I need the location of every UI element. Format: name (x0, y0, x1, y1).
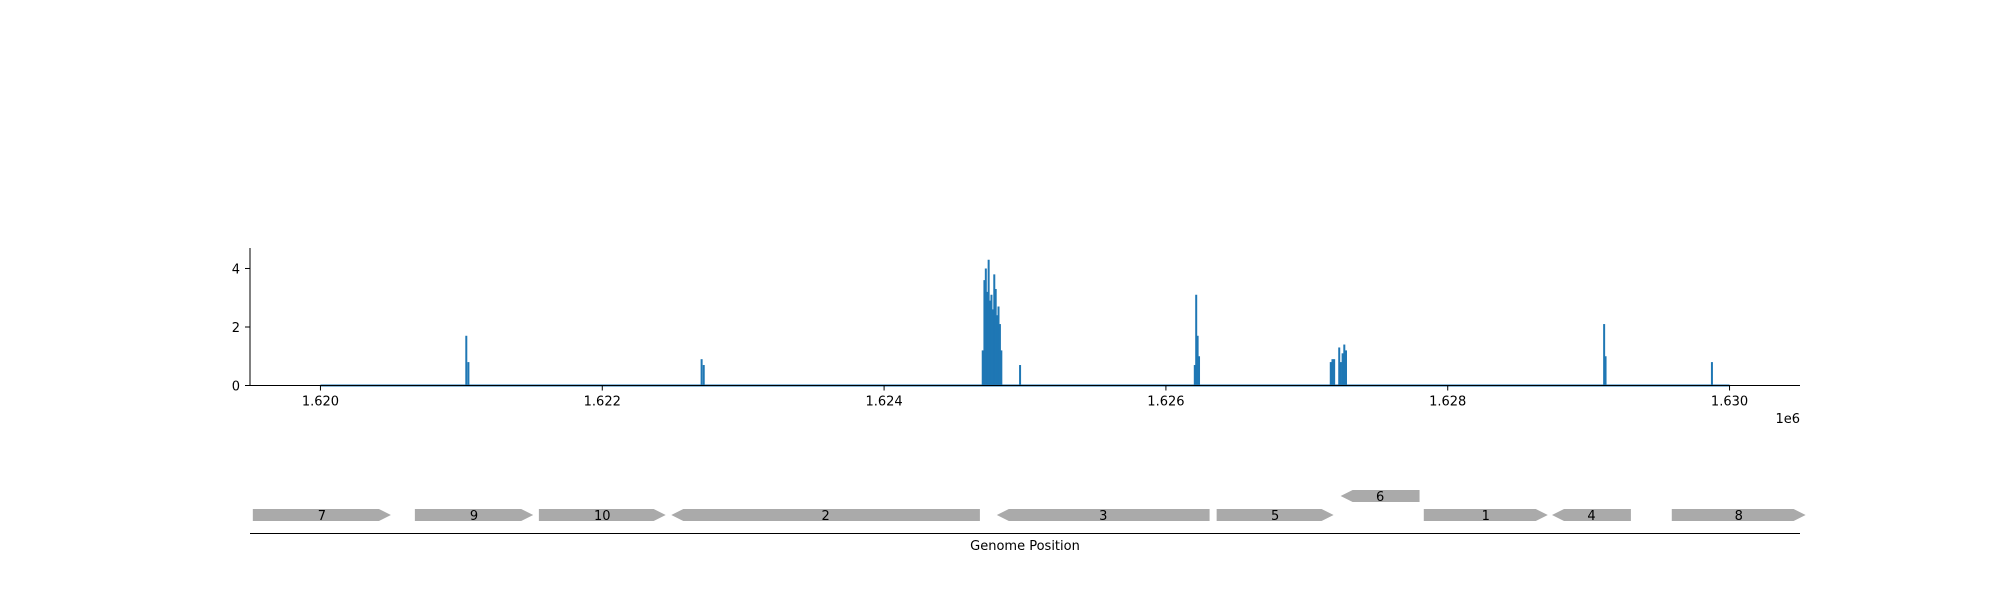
gene-label: 2 (821, 509, 829, 524)
gene-label: 7 (318, 509, 326, 524)
gene-arrow (1423, 509, 1548, 521)
x-offset-label: 1e6 (1775, 412, 1800, 427)
y-tick-label: 2 (232, 321, 240, 336)
gene-label: 4 (1587, 509, 1595, 524)
gene-feature: 6 (1340, 490, 1420, 505)
x-tick-label: 1.626 (1147, 395, 1184, 410)
gene-feature: 4 (1552, 509, 1631, 524)
gene-features: 7 9 10 2 3 5 6 1 4 8 (252, 490, 1806, 524)
x-tick-label: 1.622 (584, 395, 621, 410)
gene-label: 10 (594, 509, 611, 524)
gene-feature: 7 (252, 509, 391, 524)
gene-arrow (671, 509, 980, 521)
gene-feature: 8 (1671, 509, 1806, 524)
x-tick-label: 1.628 (1429, 395, 1466, 410)
gene-arrow (1671, 509, 1806, 521)
gene-feature: 5 (1216, 509, 1334, 524)
gene-label: 6 (1376, 490, 1384, 505)
gene-feature: 9 (414, 509, 534, 524)
gene-feature: 10 (538, 509, 666, 524)
gene-label: 1 (1482, 509, 1490, 524)
gene-arrow (538, 509, 666, 521)
gene-feature: 3 (996, 509, 1210, 524)
gene-arrow (252, 509, 391, 521)
gene-track-xlabel: Genome Position (970, 539, 1080, 554)
gene-feature: 2 (671, 509, 980, 524)
gene-arrow (1216, 509, 1334, 521)
gene-label: 8 (1735, 509, 1743, 524)
x-tick-label: 1.630 (1711, 395, 1748, 410)
coverage-x-ticks: 1.620 1.622 1.624 1.626 1.628 1.630 (302, 385, 1748, 410)
gene-track: 7 9 10 2 3 5 6 1 4 8 Genome Position (250, 490, 1806, 554)
coverage-y-ticks: 0 2 4 (232, 262, 250, 395)
gene-label: 3 (1099, 509, 1107, 524)
x-tick-label: 1.624 (865, 395, 902, 410)
gene-label: 5 (1271, 509, 1279, 524)
coverage-plot: 1.620 1.622 1.624 1.626 1.628 1.630 0 2 4 1e6 (232, 248, 1800, 427)
gene-feature: 1 (1423, 509, 1548, 524)
y-tick-label: 4 (232, 262, 240, 277)
x-tick-label: 1.620 (302, 395, 339, 410)
y-tick-label: 0 (232, 380, 240, 395)
gene-arrow (1552, 509, 1631, 521)
gene-arrow (1340, 490, 1420, 502)
gene-arrow (414, 509, 534, 521)
gene-label: 9 (470, 509, 478, 524)
gene-arrow (996, 509, 1210, 521)
